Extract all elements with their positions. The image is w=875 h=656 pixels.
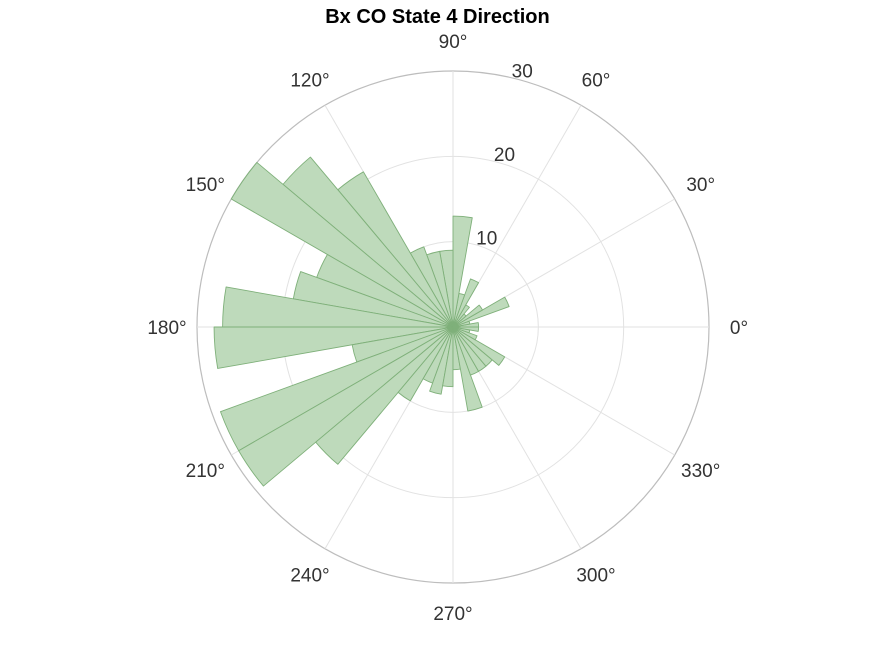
histogram-bar-60-70 bbox=[452, 278, 480, 328]
theta-tick-label-0: 0° bbox=[730, 318, 748, 339]
theta-tick-label-270: 270° bbox=[433, 604, 472, 625]
histogram-bar-320-330 bbox=[452, 326, 506, 366]
theta-tick-label-300: 300° bbox=[576, 566, 615, 587]
histogram-bar-140-150 bbox=[230, 162, 454, 328]
histogram-bar-350-360 bbox=[452, 326, 480, 332]
histogram-bars bbox=[213, 156, 510, 487]
histogram-bar-30-40 bbox=[452, 304, 484, 328]
histogram-bar-230-240 bbox=[397, 326, 454, 402]
theta-tick-label-180: 180° bbox=[147, 318, 186, 339]
histogram-bar-330-340 bbox=[452, 326, 478, 341]
axis-labels: 0° 30° 60° 90° 120° 150° 180° 210° 240° 270° 300° 3… bbox=[147, 32, 748, 625]
r-tick-label-20: 20 bbox=[494, 145, 515, 166]
theta-tick-label-330: 330° bbox=[681, 461, 720, 482]
histogram-bar-220-230 bbox=[315, 326, 454, 465]
r-tick-label-30: 30 bbox=[512, 62, 533, 83]
theta-tick-label-240: 240° bbox=[290, 566, 329, 587]
histogram-bar-80-90 bbox=[452, 215, 473, 328]
chart-title: Bx CO State 4 Direction bbox=[325, 6, 550, 28]
theta-tick-label-90: 90° bbox=[439, 32, 468, 53]
theta-tick-label-210: 210° bbox=[186, 461, 225, 482]
theta-tick-label-150: 150° bbox=[186, 175, 225, 196]
theta-tick-label-30: 30° bbox=[686, 175, 715, 196]
histogram-bar-260-270 bbox=[442, 326, 454, 388]
histogram-bar-20-30 bbox=[452, 296, 510, 328]
theta-tick-label-120: 120° bbox=[290, 70, 329, 91]
histogram-bar-210-220 bbox=[238, 326, 454, 487]
histogram-bar-250-260 bbox=[429, 326, 454, 395]
r-tick-label-10: 10 bbox=[476, 229, 497, 250]
theta-tick-label-60: 60° bbox=[582, 70, 611, 91]
